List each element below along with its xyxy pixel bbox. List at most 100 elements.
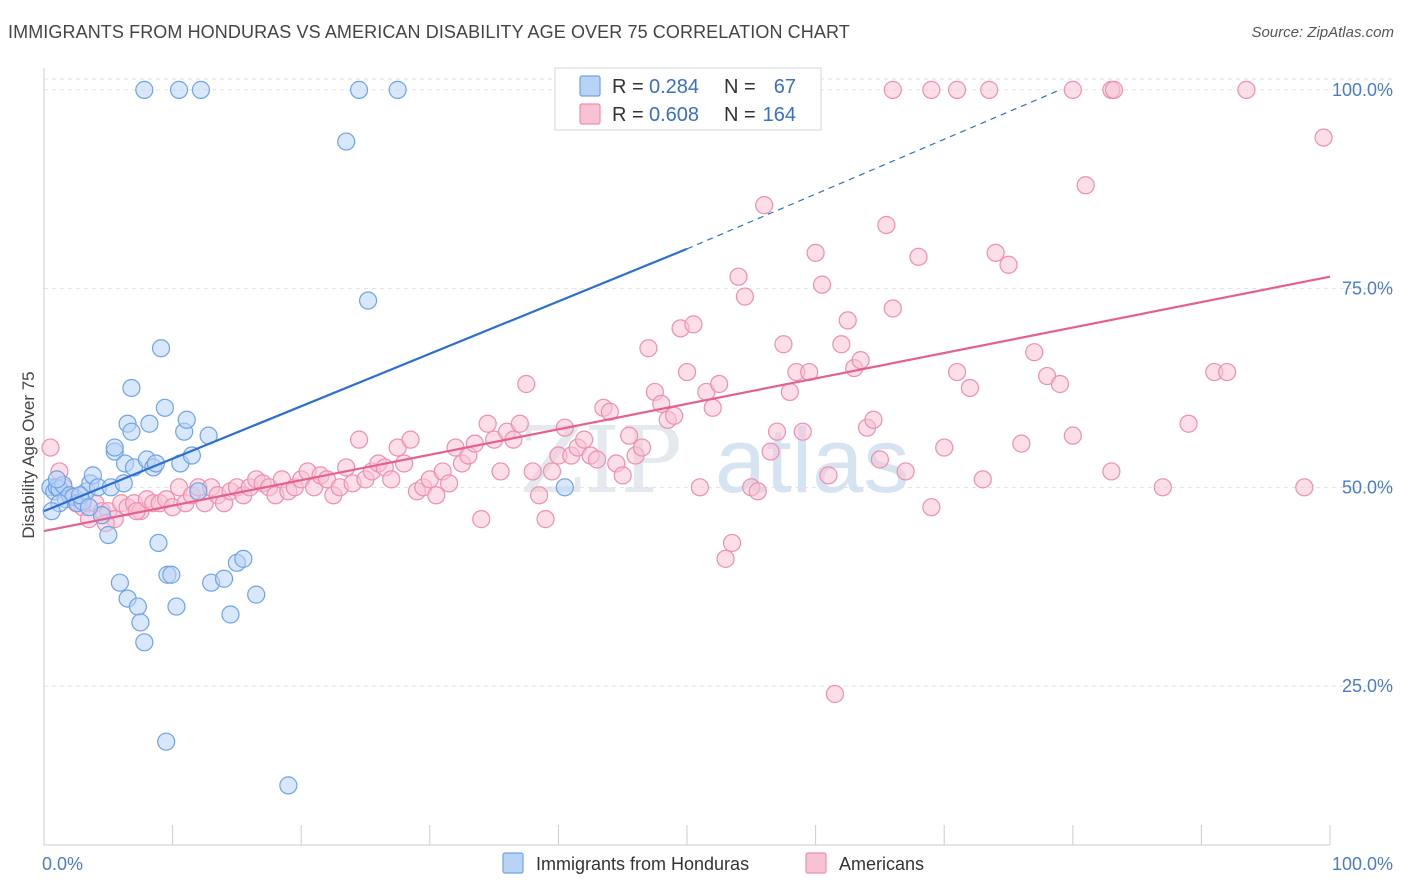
honduras-point-43 bbox=[182, 446, 201, 465]
americans-point-156 bbox=[947, 80, 967, 99]
tick-labels: 25.0% 50.0% 75.0% 100.0% 0.0% 100.0% Disabilit… bbox=[19, 80, 1393, 874]
americans-point-114 bbox=[774, 335, 793, 354]
americans-point-126 bbox=[851, 351, 870, 370]
americans-point-140 bbox=[999, 255, 1018, 274]
legend-n-value-0: 67 bbox=[774, 76, 796, 98]
americans-point-134 bbox=[922, 498, 941, 517]
honduras-point-58 bbox=[358, 291, 378, 310]
americans-point-76 bbox=[530, 486, 549, 505]
americans-point-113 bbox=[767, 422, 787, 441]
y-tick-label-1: 50.0% bbox=[1342, 477, 1393, 497]
honduras-point-59 bbox=[279, 776, 298, 795]
honduras-point-66 bbox=[47, 470, 66, 489]
americans-point-123 bbox=[832, 335, 851, 354]
series-legend-label-1: Americans bbox=[839, 854, 924, 874]
americans-point-130 bbox=[877, 215, 896, 235]
y-axis-title: Disability Age Over 75 bbox=[19, 371, 38, 538]
honduras-point-29 bbox=[135, 633, 154, 652]
americans-point-142 bbox=[1025, 343, 1044, 362]
honduras-point-28 bbox=[131, 613, 150, 632]
y-tick-label-2: 75.0% bbox=[1342, 279, 1393, 299]
honduras-point-55 bbox=[349, 80, 369, 99]
americans-point-136 bbox=[947, 362, 967, 382]
honduras-point-18 bbox=[105, 438, 124, 457]
americans-point-122 bbox=[825, 684, 844, 704]
x-tick-label-max: 100.0% bbox=[1332, 854, 1393, 874]
americans-point-121 bbox=[819, 466, 838, 485]
honduras-point-48 bbox=[221, 605, 240, 624]
americans-point-87 bbox=[600, 402, 619, 421]
americans-point-75 bbox=[523, 462, 542, 481]
americans-point-107 bbox=[729, 267, 748, 286]
series-legend-label-0: Immigrants from Honduras bbox=[536, 854, 749, 874]
americans-point-152 bbox=[1295, 478, 1314, 497]
americans-point-56 bbox=[401, 430, 420, 449]
americans-point-89 bbox=[613, 466, 632, 485]
source-credit: Source: ZipAtlas.com bbox=[1251, 24, 1394, 41]
americans-point-157 bbox=[980, 80, 999, 99]
trend-lines bbox=[43, 89, 1331, 533]
americans-point-67 bbox=[472, 510, 491, 529]
americans-point-92 bbox=[632, 438, 652, 457]
honduras-point-15 bbox=[99, 525, 118, 545]
americans-point-117 bbox=[793, 422, 812, 441]
chart-title: IMMIGRANTS FROM HONDURAS VS AMERICAN DIS… bbox=[8, 22, 850, 42]
americans-point-141 bbox=[1012, 434, 1031, 453]
americans-point-128 bbox=[864, 410, 883, 429]
y-tick-label-3: 100.0% bbox=[1332, 80, 1393, 100]
americans-point-93 bbox=[639, 339, 658, 358]
honduras-point-52 bbox=[135, 80, 154, 99]
americans-point-145 bbox=[1063, 426, 1082, 445]
honduras-point-19 bbox=[110, 573, 129, 592]
americans-point-106 bbox=[722, 533, 742, 553]
honduras-point-50 bbox=[234, 549, 253, 568]
honduras-point-54 bbox=[191, 80, 210, 99]
honduras-point-31 bbox=[140, 414, 159, 433]
americans-point-120 bbox=[812, 275, 832, 294]
americans-point-138 bbox=[973, 470, 992, 489]
legend-r-value-1: 0.608 bbox=[649, 104, 699, 126]
americans-point-85 bbox=[587, 450, 607, 469]
americans-point-105 bbox=[716, 549, 735, 568]
americans-point-133 bbox=[909, 247, 928, 266]
honduras-point-24 bbox=[122, 422, 141, 441]
americans-point-155 bbox=[922, 80, 941, 99]
series-legend-swatch-0 bbox=[502, 852, 524, 874]
americans-point-135 bbox=[935, 438, 954, 457]
americans-point-68 bbox=[478, 414, 497, 433]
y-tick-label-0: 25.0% bbox=[1342, 676, 1393, 696]
americans-point-148 bbox=[1153, 478, 1172, 497]
americans-point-139 bbox=[986, 243, 1005, 262]
americans-point-73 bbox=[510, 414, 529, 433]
americans-point-132 bbox=[896, 462, 915, 481]
americans-point-83 bbox=[575, 430, 594, 449]
honduras-point-64 bbox=[79, 498, 99, 517]
honduras-point-20 bbox=[114, 474, 133, 493]
legend-r-label-1: R = bbox=[612, 104, 644, 126]
americans-point-124 bbox=[838, 311, 857, 330]
americans-point-137 bbox=[960, 378, 980, 398]
honduras-point-53 bbox=[169, 80, 189, 99]
honduras-trend-line bbox=[43, 247, 688, 513]
americans-point-108 bbox=[735, 287, 754, 306]
honduras-point-57 bbox=[337, 132, 356, 151]
americans-point-74 bbox=[517, 374, 536, 394]
honduras-trend-extension bbox=[686, 89, 1061, 250]
honduras-point-27 bbox=[128, 597, 147, 616]
honduras-point-44 bbox=[189, 482, 208, 501]
honduras-point-34 bbox=[149, 533, 168, 553]
americans-point-99 bbox=[677, 362, 697, 382]
americans-point-147 bbox=[1102, 462, 1121, 481]
americans-point-103 bbox=[703, 398, 722, 417]
series-legend: Immigrants from Honduras Americans bbox=[502, 852, 924, 874]
honduras-point-39 bbox=[167, 597, 186, 616]
americans-point-158 bbox=[1063, 80, 1082, 99]
americans-point-78 bbox=[542, 462, 562, 481]
legend-r-value-0: 0.284 bbox=[649, 76, 699, 98]
legend-swatch-0 bbox=[579, 75, 601, 97]
honduras-point-42 bbox=[177, 410, 196, 429]
americans-point-111 bbox=[755, 196, 774, 215]
legend-n-label-0: N = bbox=[724, 76, 756, 98]
honduras-point-61 bbox=[555, 478, 574, 497]
